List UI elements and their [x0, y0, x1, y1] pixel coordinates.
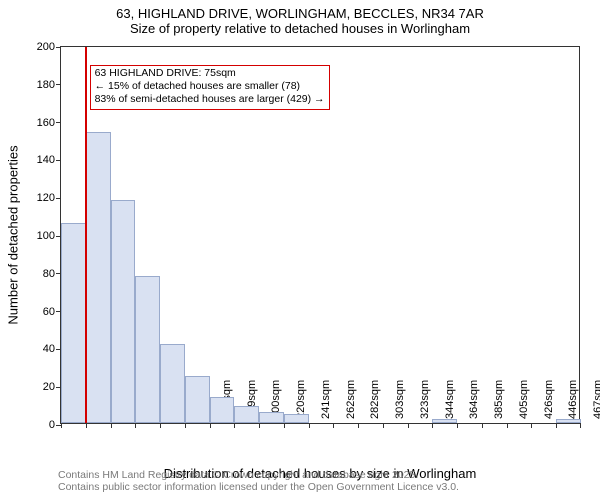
x-tick-mark — [135, 423, 136, 428]
x-tick-mark — [86, 423, 87, 428]
footer-line2: Contains public sector information licen… — [58, 481, 459, 494]
histogram-bar — [234, 406, 259, 423]
histogram-bar — [135, 276, 160, 423]
histogram-bar — [284, 414, 309, 423]
x-tick-mark — [259, 423, 260, 428]
x-tick-label: 323sqm — [419, 380, 431, 419]
x-tick-label: 303sqm — [394, 380, 406, 419]
title-line1: 63, HIGHLAND DRIVE, WORLINGHAM, BECCLES,… — [0, 6, 600, 21]
footer-attribution: Contains HM Land Registry data © Crown c… — [58, 469, 459, 494]
histogram-bar — [61, 223, 86, 423]
x-tick-mark — [309, 423, 310, 428]
annotation-line: 63 HIGHLAND DRIVE: 75sqm — [95, 67, 325, 80]
histogram-bar — [432, 419, 457, 423]
x-tick-label: 262sqm — [345, 380, 357, 419]
x-tick-label: 467sqm — [592, 380, 600, 419]
title-line2: Size of property relative to detached ho… — [0, 21, 600, 36]
y-tick-label: 100 — [37, 230, 55, 242]
y-tick-label: 0 — [49, 419, 55, 431]
histogram-bar — [185, 376, 210, 423]
histogram-bar — [259, 412, 284, 423]
x-tick-mark — [457, 423, 458, 428]
x-tick-mark — [580, 423, 581, 428]
x-tick-mark — [408, 423, 409, 428]
x-tick-label: 344sqm — [444, 380, 456, 419]
x-tick-mark — [284, 423, 285, 428]
y-tick-mark — [56, 47, 61, 48]
x-tick-label: 282sqm — [370, 380, 382, 419]
x-tick-mark — [556, 423, 557, 428]
histogram-bar — [210, 397, 235, 423]
plot-area: Number of detached properties Distributi… — [60, 46, 580, 424]
y-tick-label: 20 — [43, 381, 55, 393]
y-tick-label: 200 — [37, 41, 55, 53]
y-tick-label: 80 — [43, 268, 55, 280]
x-tick-mark — [482, 423, 483, 428]
x-tick-mark — [507, 423, 508, 428]
x-tick-label: 405sqm — [518, 380, 530, 419]
annotation-line: ← 15% of detached houses are smaller (78… — [95, 80, 325, 93]
x-tick-mark — [333, 423, 334, 428]
y-tick-mark — [56, 122, 61, 123]
y-tick-label: 120 — [37, 192, 55, 204]
x-tick-mark — [358, 423, 359, 428]
histogram-bar — [86, 132, 111, 423]
histogram-bar — [556, 419, 581, 423]
x-tick-label: 241sqm — [320, 380, 332, 419]
y-tick-mark — [56, 198, 61, 199]
histogram-bar — [160, 344, 185, 423]
x-tick-mark — [111, 423, 112, 428]
x-tick-mark — [383, 423, 384, 428]
x-tick-mark — [160, 423, 161, 428]
x-tick-label: 385sqm — [493, 380, 505, 419]
property-marker-line — [85, 47, 87, 423]
chart-area: Number of detached properties Distributi… — [60, 46, 580, 424]
x-tick-mark — [210, 423, 211, 428]
x-tick-label: 426sqm — [543, 380, 555, 419]
y-tick-mark — [56, 84, 61, 85]
x-tick-mark — [61, 423, 62, 428]
x-tick-mark — [234, 423, 235, 428]
y-tick-label: 180 — [37, 79, 55, 91]
y-tick-label: 160 — [37, 117, 55, 129]
y-axis-label: Number of detached properties — [6, 145, 21, 324]
y-tick-label: 40 — [43, 343, 55, 355]
footer-line1: Contains HM Land Registry data © Crown c… — [58, 469, 459, 482]
x-tick-label: 364sqm — [469, 380, 481, 419]
annotation-box: 63 HIGHLAND DRIVE: 75sqm← 15% of detache… — [90, 65, 330, 109]
x-tick-mark — [432, 423, 433, 428]
x-tick-label: 446sqm — [568, 380, 580, 419]
y-tick-label: 60 — [43, 306, 55, 318]
x-tick-mark — [185, 423, 186, 428]
histogram-bar — [111, 200, 136, 423]
chart-title: 63, HIGHLAND DRIVE, WORLINGHAM, BECCLES,… — [0, 0, 600, 36]
y-tick-label: 140 — [37, 154, 55, 166]
y-tick-mark — [56, 160, 61, 161]
x-tick-mark — [531, 423, 532, 428]
annotation-line: 83% of semi-detached houses are larger (… — [95, 93, 325, 106]
